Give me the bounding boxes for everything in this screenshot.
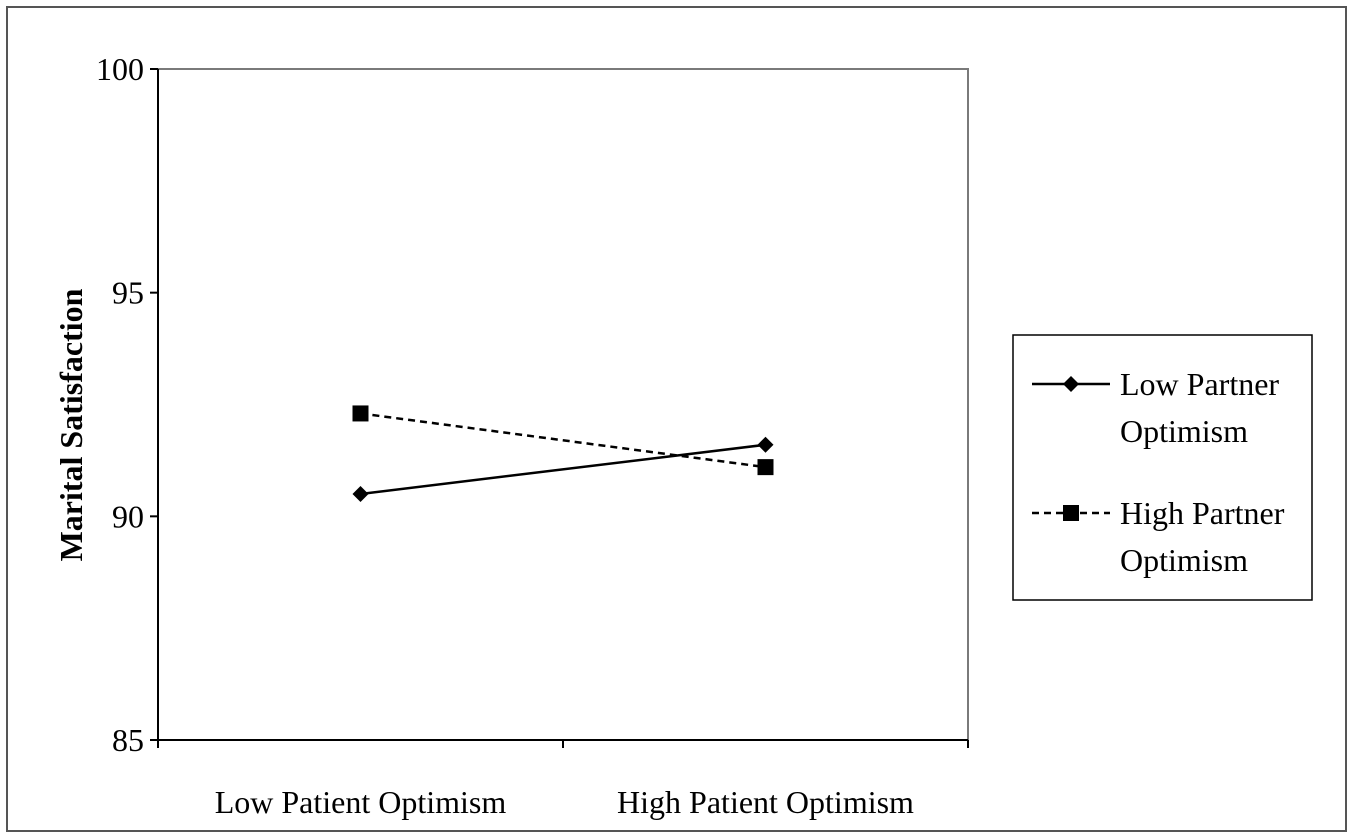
data-point [352, 405, 369, 422]
y-tick-label: 95 [112, 275, 144, 311]
x-tick-label: Low Patient Optimism [215, 784, 507, 820]
data-point [352, 485, 369, 502]
y-tick-label: 100 [96, 51, 144, 87]
series-low-partner-optimism [352, 436, 774, 502]
axes: 85 90 95 100 Low Patient Optimism High Patien… [96, 51, 969, 820]
x-tick-label: High Patient Optimism [617, 784, 914, 820]
legend-label: Low Partner Optimism [1120, 366, 1279, 449]
series-line [360, 443, 766, 496]
legend: Low Partner Optimism High Partner Optimism [1012, 334, 1313, 601]
series-layer [352, 405, 774, 502]
plot-area [157, 68, 969, 741]
legend-marker [1063, 505, 1079, 521]
data-point [757, 436, 774, 453]
series-high-partner-optimism [352, 405, 774, 476]
plot-border [157, 68, 969, 741]
y-axis-title: Marital Satisfaction [53, 288, 89, 561]
data-point [757, 459, 774, 476]
legend-marker [1063, 376, 1079, 392]
series-line [360, 412, 766, 469]
y-tick-label: 85 [112, 722, 144, 758]
legend-box [1012, 334, 1313, 601]
y-tick-label: 90 [112, 498, 144, 534]
legend-label: High Partner Optimism [1120, 495, 1285, 578]
